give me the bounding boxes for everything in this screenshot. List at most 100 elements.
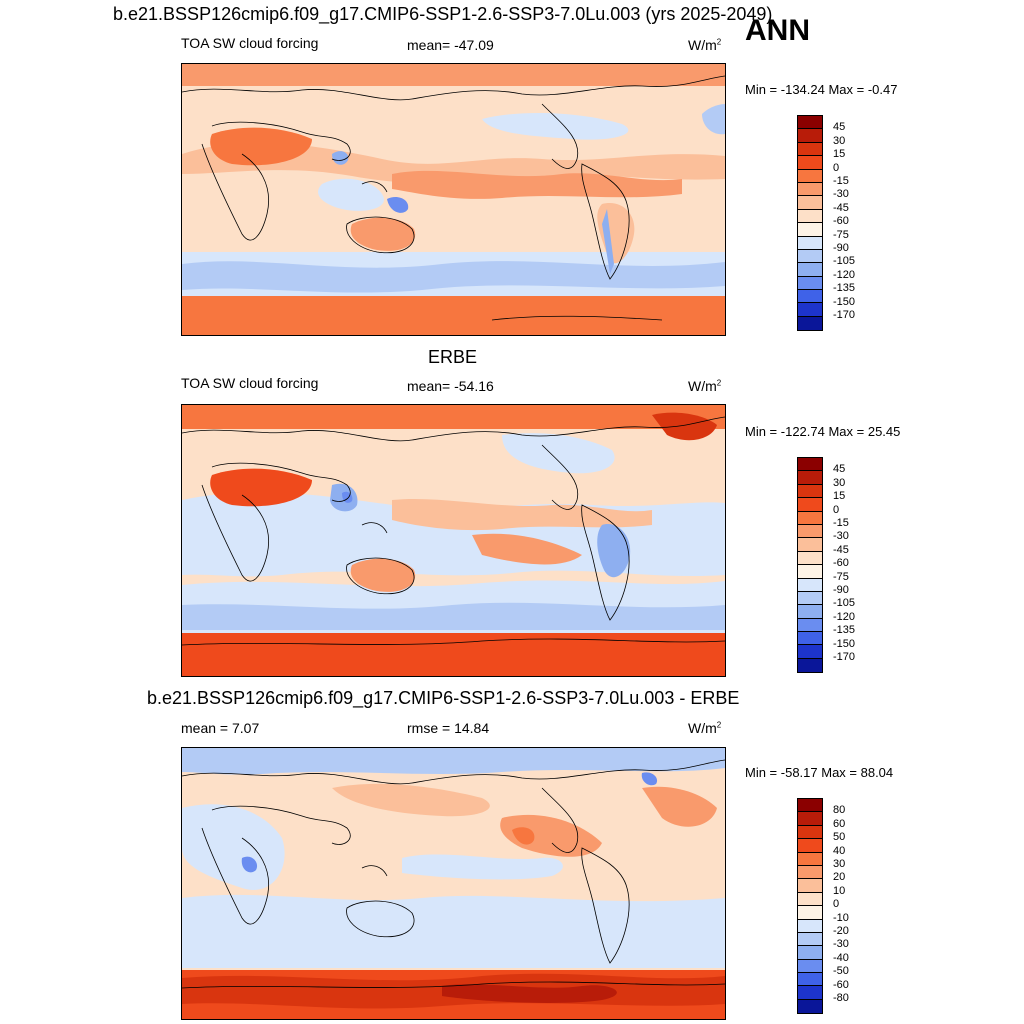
figure-title: b.e21.BSSP126cmip6.f09_g17.CMIP6-SSP1-2.… bbox=[113, 4, 773, 24]
colorbar-model-tick-label: -15 bbox=[833, 175, 849, 187]
panel-obs-minmax: Min = -122.74 Max = 25.45 bbox=[745, 424, 901, 439]
colorbar-model-swatch bbox=[798, 290, 822, 304]
colorbar-obs-tick-label: -135 bbox=[833, 624, 856, 637]
colorbar-model-tick-label: 0 bbox=[833, 161, 840, 174]
colorbar-diff-tick-label: 0 bbox=[833, 898, 840, 911]
colorbar-model-swatch bbox=[798, 169, 822, 183]
panel-model-minmax: Min = -134.24 Max = -0.47 bbox=[745, 82, 898, 97]
colorbar-diff-swatch bbox=[798, 986, 822, 1000]
colorbar-obs-tick-label: 45 bbox=[833, 463, 846, 476]
panel-obs-heading: ERBE bbox=[428, 347, 478, 367]
season-label: ANN bbox=[745, 14, 810, 47]
colorbar-obs-swatch bbox=[798, 524, 822, 539]
colorbar-model-tick-label: 15 bbox=[833, 148, 846, 161]
colorbar-model-tick-label: -30 bbox=[833, 188, 849, 201]
colorbar-diff-tick-label: 60 bbox=[833, 817, 846, 830]
colorbar-diff-swatch bbox=[798, 959, 822, 974]
colorbar-model-tick-label: -75 bbox=[833, 228, 849, 241]
colorbar-model-tick-label: -150 bbox=[833, 295, 856, 308]
colorbar-model-swatch bbox=[798, 209, 822, 224]
colorbar-obs-tick-label: -75 bbox=[833, 570, 849, 583]
colorbar-model-tick-label: -170 bbox=[833, 309, 856, 321]
colorbar-model-swatch bbox=[798, 129, 822, 143]
colorbar-model-tick-label: 45 bbox=[833, 121, 846, 134]
colorbar-model-swatch bbox=[798, 223, 822, 237]
colorbar-diff-tick-label: 40 bbox=[833, 844, 846, 857]
colorbar-diff-tick-label: -40 bbox=[833, 951, 849, 964]
colorbar-diff-swatch bbox=[798, 825, 822, 840]
colorbar-diff-swatch bbox=[798, 839, 822, 853]
colorbar-model-swatch bbox=[798, 276, 822, 291]
panel-diff-units: W/m2 bbox=[688, 720, 722, 736]
colorbar-diff-tick-label: 20 bbox=[833, 871, 846, 884]
colorbar-model-swatch bbox=[798, 196, 822, 210]
colorbar-diff bbox=[797, 798, 823, 1015]
panel-diff-minmax: Min = -58.17 Max = 88.04 bbox=[745, 765, 894, 780]
colorbar-model-swatch bbox=[798, 316, 822, 331]
colorbar-model-swatch bbox=[798, 303, 822, 317]
colorbar-diff-tick-label: -80 bbox=[833, 992, 849, 1004]
colorbar-model-tick-label: -90 bbox=[833, 242, 849, 254]
colorbar-obs-swatch bbox=[798, 538, 822, 552]
panel-obs-units: W/m2 bbox=[688, 378, 722, 394]
colorbar-model-swatch bbox=[798, 249, 822, 264]
colorbar-diff-tick-label: 50 bbox=[833, 831, 846, 844]
colorbar-model-swatch bbox=[798, 263, 822, 277]
colorbar-model-swatch bbox=[798, 182, 822, 197]
colorbar-diff-swatch bbox=[798, 879, 822, 893]
colorbar-obs-swatch bbox=[798, 578, 822, 592]
map-obs bbox=[181, 404, 726, 677]
colorbar-obs-tick-label: -105 bbox=[833, 597, 856, 610]
colorbar-obs-swatch bbox=[798, 565, 822, 579]
colorbar-diff-swatch bbox=[798, 973, 822, 987]
map-model bbox=[181, 63, 726, 336]
colorbar-model-swatch bbox=[798, 142, 822, 157]
colorbar-model-tick-label: -135 bbox=[833, 282, 856, 295]
panel-obs-left-label: TOA SW cloud forcing bbox=[181, 375, 319, 391]
colorbar-obs-swatch bbox=[798, 591, 822, 606]
colorbar-obs-tick-label: -120 bbox=[833, 610, 856, 623]
colorbar-obs bbox=[797, 457, 823, 674]
colorbar-obs-tick-label: 0 bbox=[833, 503, 840, 516]
colorbar-diff-swatch bbox=[798, 999, 822, 1014]
colorbar-obs-tick-label: 15 bbox=[833, 490, 846, 503]
colorbar-obs-tick-label: -30 bbox=[833, 530, 849, 543]
colorbar-diff-swatch bbox=[798, 932, 822, 947]
panel-model-mean: mean= -47.09 bbox=[407, 37, 494, 53]
colorbar-diff-tick-label: 30 bbox=[833, 858, 846, 870]
colorbar-obs-swatch bbox=[798, 632, 822, 646]
colorbar-obs-tick-label: -60 bbox=[833, 557, 849, 570]
colorbar-obs-swatch bbox=[798, 658, 822, 673]
colorbar-model-swatch bbox=[798, 236, 822, 250]
colorbar-diff-swatch bbox=[798, 865, 822, 880]
colorbar-obs-swatch bbox=[798, 484, 822, 499]
colorbar-diff-swatch bbox=[798, 946, 822, 960]
colorbar-obs-swatch bbox=[798, 471, 822, 485]
map-diff bbox=[181, 747, 726, 1020]
colorbar-obs-swatch bbox=[798, 605, 822, 619]
panel-model-left-label: TOA SW cloud forcing bbox=[181, 35, 319, 51]
colorbar-model-tick-label: 30 bbox=[833, 134, 846, 147]
colorbar-model-tick-label: -105 bbox=[833, 255, 856, 268]
colorbar-diff-swatch bbox=[798, 799, 822, 813]
colorbar-diff-swatch bbox=[798, 906, 822, 920]
colorbar-obs-swatch bbox=[798, 458, 822, 472]
colorbar-obs-tick-label: -90 bbox=[833, 584, 849, 596]
colorbar-obs-tick-label: 30 bbox=[833, 476, 846, 489]
panel-model-units: W/m2 bbox=[688, 37, 722, 53]
colorbar-obs-swatch bbox=[798, 511, 822, 525]
colorbar-diff-tick-label: 80 bbox=[833, 804, 846, 817]
colorbar-diff-tick-label: -60 bbox=[833, 978, 849, 991]
colorbar-obs-swatch bbox=[798, 551, 822, 566]
colorbar-model bbox=[797, 115, 823, 332]
colorbar-diff-tick-label: -10 bbox=[833, 911, 849, 924]
colorbar-model-tick-label: -60 bbox=[833, 215, 849, 228]
colorbar-diff-swatch bbox=[798, 919, 822, 933]
colorbar-model-swatch bbox=[798, 156, 822, 170]
panel-obs-mean: mean= -54.16 bbox=[407, 378, 494, 394]
colorbar-obs-swatch bbox=[798, 645, 822, 659]
colorbar-diff-tick-label: -20 bbox=[833, 925, 849, 937]
colorbar-obs-tick-label: -15 bbox=[833, 517, 849, 529]
panel-diff-rmse: rmse = 14.84 bbox=[407, 720, 490, 736]
colorbar-diff-tick-label: -50 bbox=[833, 965, 849, 978]
